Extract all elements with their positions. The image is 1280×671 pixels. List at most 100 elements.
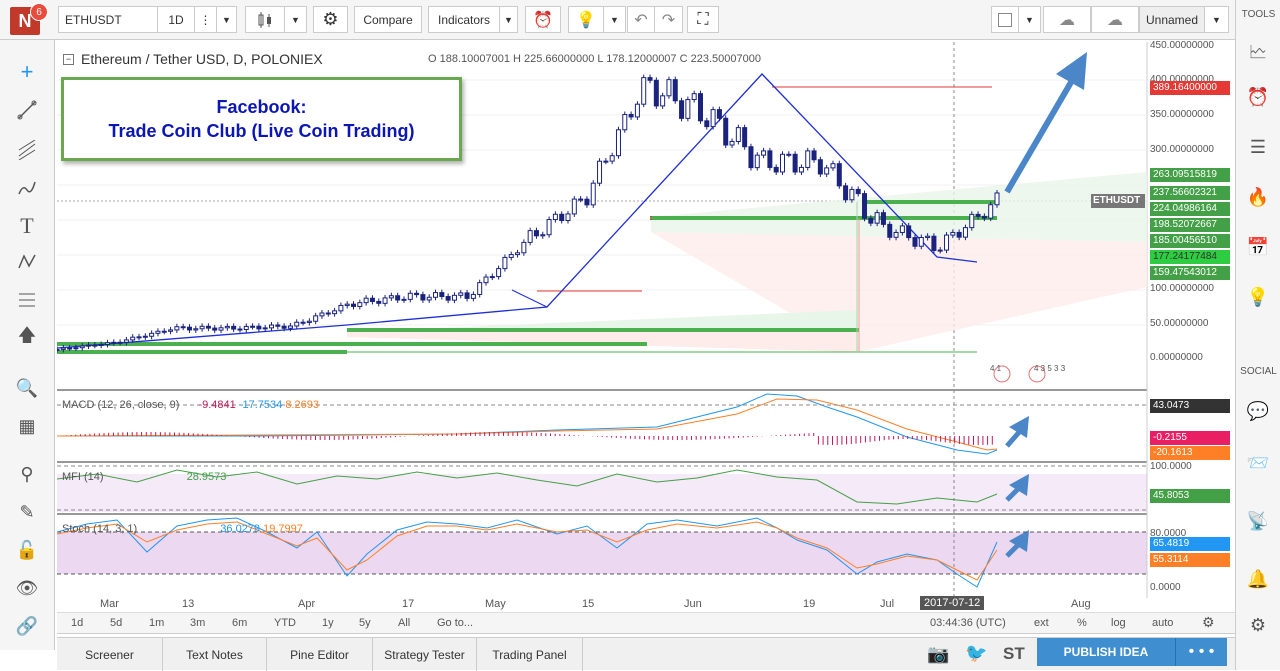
chevron-down-icon[interactable]: ▼ bbox=[217, 6, 237, 33]
alert-clock-icon[interactable]: ⏰ bbox=[525, 6, 561, 33]
pitchfork-icon[interactable] bbox=[12, 136, 42, 164]
interval-select[interactable]: 1D bbox=[157, 6, 195, 33]
twitter-icon[interactable]: 🐦 bbox=[965, 643, 988, 663]
undo-icon[interactable]: ↶ bbox=[627, 6, 655, 33]
stoch-axis-top: 80.0000 bbox=[1150, 528, 1187, 539]
layout-name[interactable]: Unnamed bbox=[1139, 6, 1205, 33]
social-label: SOCIAL bbox=[1240, 366, 1277, 377]
lock-drawing-icon[interactable]: ✎ bbox=[19, 501, 35, 522]
tab-screener[interactable]: Screener bbox=[57, 638, 163, 671]
camera-icon[interactable]: 📷 bbox=[927, 644, 950, 664]
fib-icon[interactable] bbox=[12, 286, 42, 314]
range-6m[interactable]: 6m bbox=[232, 617, 248, 629]
chat-icon[interactable]: 💬 bbox=[1246, 400, 1270, 421]
candle-style-icon[interactable] bbox=[245, 6, 285, 33]
candle bbox=[805, 150, 811, 168]
lock-icon[interactable]: 🔓 bbox=[15, 539, 39, 560]
candle bbox=[104, 342, 110, 345]
watchlist-icon[interactable]: 🗠 bbox=[1248, 42, 1268, 62]
x-tick: 17 bbox=[402, 598, 415, 610]
trendline-icon[interactable] bbox=[12, 96, 42, 124]
auto-toggle[interactable]: auto bbox=[1152, 617, 1174, 629]
cloud-download-icon[interactable]: ☁ bbox=[1043, 6, 1091, 33]
indicators-button[interactable]: Indicators bbox=[428, 6, 500, 33]
candle bbox=[786, 153, 792, 156]
tab-strategy-tester[interactable]: Strategy Tester bbox=[373, 638, 477, 671]
ext-toggle[interactable]: ext bbox=[1034, 617, 1049, 629]
fullscreen-icon[interactable]: ⛶ bbox=[687, 6, 719, 33]
x-tick: Jun bbox=[684, 598, 702, 610]
percent-toggle[interactable]: % bbox=[1077, 617, 1087, 629]
candle bbox=[969, 213, 975, 229]
log-toggle[interactable]: log bbox=[1111, 617, 1126, 629]
bulb-icon[interactable]: 💡 bbox=[568, 6, 604, 33]
streams-icon[interactable]: 📡 bbox=[1246, 510, 1270, 531]
hotlist-icon[interactable]: 🔥 bbox=[1246, 186, 1270, 207]
range-1d[interactable]: 1d bbox=[71, 617, 84, 629]
symbol-input[interactable]: ETHUSDT bbox=[58, 6, 158, 33]
tab-trading-panel[interactable]: Trading Panel bbox=[477, 638, 583, 671]
chevron-down-icon[interactable]: ▼ bbox=[604, 6, 626, 33]
more-intervals-icon[interactable]: ⋮ bbox=[195, 6, 217, 33]
candle bbox=[862, 193, 868, 219]
compare-button[interactable]: Compare bbox=[354, 6, 422, 33]
brush-icon[interactable] bbox=[12, 174, 42, 202]
candle bbox=[855, 188, 861, 195]
candle bbox=[224, 325, 230, 329]
candle bbox=[67, 347, 73, 350]
candle bbox=[117, 341, 123, 344]
range-3m[interactable]: 3m bbox=[190, 617, 206, 629]
candle bbox=[508, 254, 514, 258]
candle bbox=[250, 325, 256, 328]
collapse-icon[interactable]: − bbox=[63, 53, 74, 65]
axis-tick: 350.00000000 bbox=[1150, 109, 1214, 120]
ideas-icon[interactable]: 💡 bbox=[1246, 286, 1270, 307]
range-1m[interactable]: 1m bbox=[149, 617, 165, 629]
candle bbox=[634, 103, 640, 118]
alerts-icon[interactable]: ⏰ bbox=[1246, 86, 1270, 107]
text-icon[interactable]: T bbox=[20, 213, 34, 238]
range-all[interactable]: All bbox=[398, 617, 411, 629]
data-window-icon[interactable]: ☰ bbox=[1249, 136, 1267, 157]
gear-icon[interactable]: ⚙ bbox=[313, 6, 348, 33]
gear-icon[interactable]: ⚙ bbox=[1202, 614, 1215, 630]
stocktwits-icon[interactable]: ST bbox=[1003, 644, 1025, 663]
goto-button[interactable]: Go to... bbox=[437, 617, 474, 629]
eye-icon[interactable]: 👁 bbox=[15, 577, 39, 598]
color-square-icon[interactable] bbox=[991, 6, 1019, 33]
crosshair-icon[interactable]: + bbox=[20, 59, 34, 84]
notifications-icon[interactable]: 🔔 bbox=[1246, 568, 1270, 589]
chevron-down-icon[interactable]: ▼ bbox=[1205, 6, 1229, 33]
range-5d[interactable]: 5d bbox=[110, 617, 123, 629]
chevron-down-icon[interactable]: ▼ bbox=[500, 6, 518, 33]
pattern-icon[interactable] bbox=[12, 248, 42, 276]
candle bbox=[868, 217, 874, 224]
candle bbox=[742, 127, 748, 148]
range-5y[interactable]: 5y bbox=[359, 617, 371, 629]
arrow-up-icon[interactable]: 🡅 bbox=[17, 325, 37, 345]
link-icon[interactable]: 🔗 bbox=[15, 615, 39, 636]
cloud-upload-icon[interactable]: ☁ bbox=[1091, 6, 1139, 33]
redo-icon[interactable]: ↷ bbox=[655, 6, 683, 33]
stoch-label: Stoch (14, 3, 1) 36.0279 19.7997 bbox=[62, 523, 303, 535]
magnet-icon[interactable]: ⚲ bbox=[20, 463, 34, 484]
range-1y[interactable]: 1y bbox=[322, 617, 334, 629]
chevron-down-icon[interactable]: ▼ bbox=[1019, 6, 1041, 33]
tab-pine-editor[interactable]: Pine Editor bbox=[267, 638, 373, 671]
candle bbox=[836, 163, 842, 187]
chart-canvas[interactable] bbox=[57, 42, 1235, 612]
settings-icon[interactable]: ⚙ bbox=[1249, 614, 1267, 635]
measure-icon[interactable]: ▦ bbox=[18, 415, 36, 436]
more-options-button[interactable]: • • • bbox=[1175, 638, 1227, 666]
tab-text-notes[interactable]: Text Notes bbox=[163, 638, 267, 671]
candle bbox=[357, 302, 363, 307]
candle bbox=[237, 328, 243, 331]
candle bbox=[647, 77, 653, 81]
zoom-icon[interactable]: 🔍 bbox=[15, 377, 39, 398]
range-ytd[interactable]: YTD bbox=[274, 617, 296, 629]
calendar-icon[interactable]: 📅 bbox=[1246, 236, 1270, 257]
private-chat-icon[interactable]: 📨 bbox=[1246, 452, 1270, 473]
chevron-down-icon[interactable]: ▼ bbox=[285, 6, 307, 33]
clock-time[interactable]: 03:44:36 (UTC) bbox=[930, 617, 1006, 629]
publish-idea-button[interactable]: PUBLISH IDEA bbox=[1037, 638, 1175, 666]
